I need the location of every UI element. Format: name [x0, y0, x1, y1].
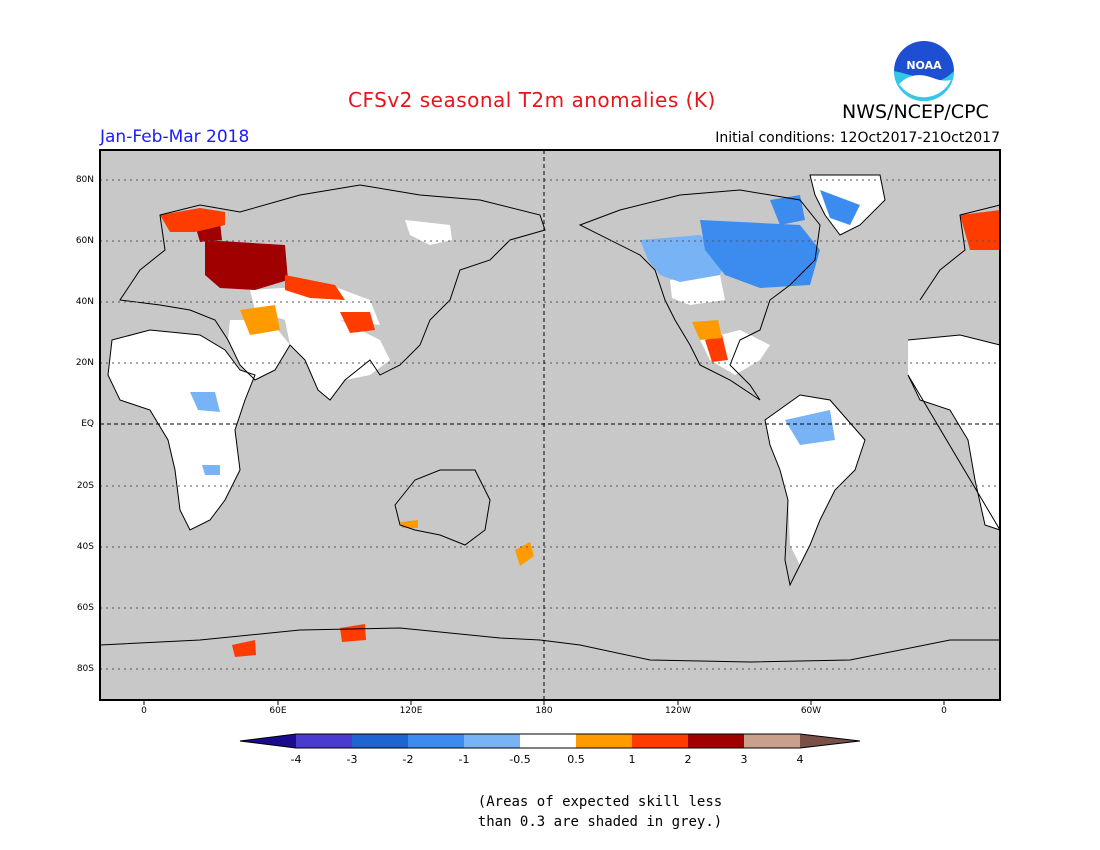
forecast-period: Jan-Feb-Mar 2018 [100, 127, 250, 147]
anomaly-nz-orange [515, 542, 534, 566]
anomaly-africa-south-blue [202, 465, 220, 475]
colorbar-segment-1-2 [632, 734, 688, 748]
map-frame [99, 149, 1001, 701]
lat-label-80s: 80S [76, 664, 94, 674]
initial-conditions: Initial conditions: 12Oct2017-21Oct2017 [715, 130, 1000, 146]
colorbar-label-2: 2 [684, 753, 692, 766]
colorbar-label-4: 4 [796, 753, 804, 766]
anomaly-greenland-east-blue [820, 190, 860, 225]
logo-text: NOAA [906, 59, 942, 72]
lon-label-0-left: 0 [141, 706, 147, 716]
colorbar-segment-above-4 [800, 734, 860, 748]
anomaly-antarctica-red-1 [232, 640, 256, 657]
anomaly-africa-blue [190, 392, 220, 412]
lon-label-60e: 60E [269, 706, 287, 716]
anomaly-greenland-blue [770, 195, 805, 225]
skill-note-line-1: (Areas of expected skill less [477, 794, 723, 810]
lat-label-40n: 40N [75, 297, 94, 307]
anomaly-amazon-blue [785, 410, 835, 445]
lat-label-40s: 40S [76, 542, 94, 552]
colorbar-segment-below-minus4 [240, 734, 296, 748]
colorbar-label-minus2: -2 [402, 753, 414, 766]
colorbar-label-1: 1 [628, 753, 636, 766]
agency-label: NWS/NCEP/CPC [842, 101, 989, 123]
colorbar-segment-minus3-minus2 [352, 734, 408, 748]
colorbar-segment-minus05-05 [520, 734, 576, 748]
lon-label-120e: 120E [399, 706, 423, 716]
lat-label-20n: 20N [75, 358, 94, 368]
coast-australia [394, 469, 491, 546]
anomaly-canada-blue [700, 220, 820, 288]
coast-africa-right [907, 334, 1002, 531]
lat-label-80n: 80N [75, 175, 94, 185]
anomaly-russia-darkred [205, 240, 288, 290]
lat-label-60s: 60S [76, 603, 94, 613]
colorbar-segment-2-3 [688, 734, 744, 748]
coast-north-america [578, 189, 821, 401]
lat-label-60n: 60N [75, 236, 94, 246]
land-western-na [670, 275, 725, 305]
colorbar-segment-05-1 [576, 734, 632, 748]
map-title: CFSv2 seasonal T2m anomalies (K) [348, 88, 716, 112]
colorbar-label-05: 0.5 [567, 753, 585, 766]
land-arabia [228, 320, 290, 380]
skill-note: (Areas of expected skill less than 0.3 a… [470, 792, 730, 832]
coast-antarctica [99, 627, 1000, 663]
colorbar-outline [239, 733, 861, 749]
colorbar-label-minus3: -3 [346, 753, 358, 766]
anomaly-iran-orange [240, 305, 280, 335]
coast-south-america [764, 394, 866, 587]
anomaly-mexico-red [705, 335, 728, 362]
skill-note-line-2: than 0.3 are shaded in grey.) [477, 814, 723, 830]
tick-marks [143, 700, 945, 705]
colorbar-segment-minus1-minus05 [464, 734, 520, 748]
land-south-asia [285, 320, 390, 400]
coast-europe-right [919, 204, 1001, 301]
lat-label-20s: 20S [76, 481, 94, 491]
land-siberia-patch [405, 220, 452, 245]
anomaly-mexico-orange [692, 320, 722, 340]
anomaly-scandinavia-red [160, 208, 225, 232]
anomaly-canada-lightblue [640, 235, 725, 282]
lon-label-60w: 60W [800, 706, 822, 716]
noaa-logo: NOAA [894, 41, 954, 101]
coastlines [99, 174, 1002, 663]
anomaly-central-asia-red [285, 275, 345, 300]
colorbar-label-minus05: -0.5 [509, 753, 531, 766]
land-africa-east-edge [908, 335, 1000, 530]
lon-label-120w: 120W [664, 706, 692, 716]
land-south-america [765, 395, 865, 565]
anomaly-tibet-red [340, 312, 375, 333]
warm-anomalies [160, 208, 1000, 657]
colorbar-segment-minus4-minus3 [296, 734, 352, 748]
colorbar-label-minus4: -4 [290, 753, 302, 766]
coast-eurasia [119, 184, 546, 401]
colorbar-segment-3-4 [744, 734, 800, 748]
lon-label-0-right: 0 [941, 706, 947, 716]
colorbar [239, 733, 861, 749]
colorbar-label-3: 3 [740, 753, 748, 766]
colorbar-segment-minus2-minus1 [408, 734, 464, 748]
colorbar-label-minus1: -1 [458, 753, 470, 766]
cold-anomalies [190, 190, 860, 475]
anomaly-europe-edge-red [960, 210, 1000, 250]
land-africa [108, 330, 255, 530]
lat-gridlines [100, 179, 1000, 670]
lat-label-eq: EQ [81, 419, 94, 429]
lon-label-180: 180 [535, 706, 553, 716]
coast-africa [107, 329, 256, 531]
coast-greenland [809, 174, 886, 236]
